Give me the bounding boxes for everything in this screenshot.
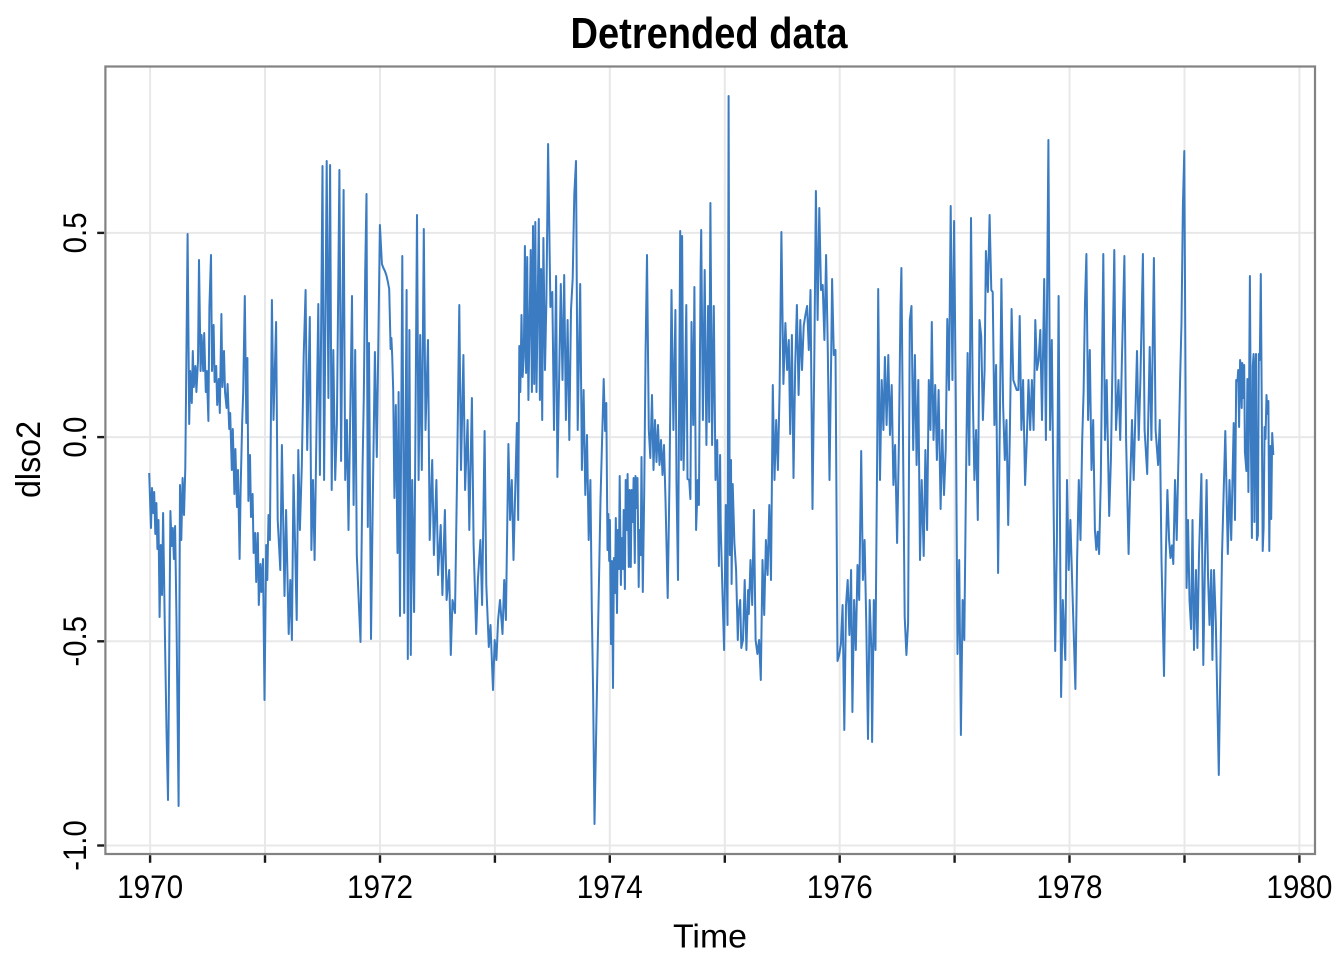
svg-text:-1.0: -1.0	[57, 820, 93, 871]
svg-text:1972: 1972	[347, 869, 413, 905]
svg-text:1980: 1980	[1266, 869, 1332, 905]
svg-text:1978: 1978	[1037, 869, 1103, 905]
svg-text:1970: 1970	[117, 869, 183, 905]
svg-text:dlso2: dlso2	[10, 421, 48, 498]
svg-text:0.5: 0.5	[57, 212, 93, 253]
svg-text:1974: 1974	[577, 869, 643, 905]
svg-text:Detrended data: Detrended data	[571, 9, 848, 58]
svg-text:-0.5: -0.5	[57, 616, 93, 667]
svg-text:Time: Time	[673, 918, 747, 955]
svg-text:1976: 1976	[807, 869, 873, 905]
svg-text:0.0: 0.0	[57, 417, 93, 458]
